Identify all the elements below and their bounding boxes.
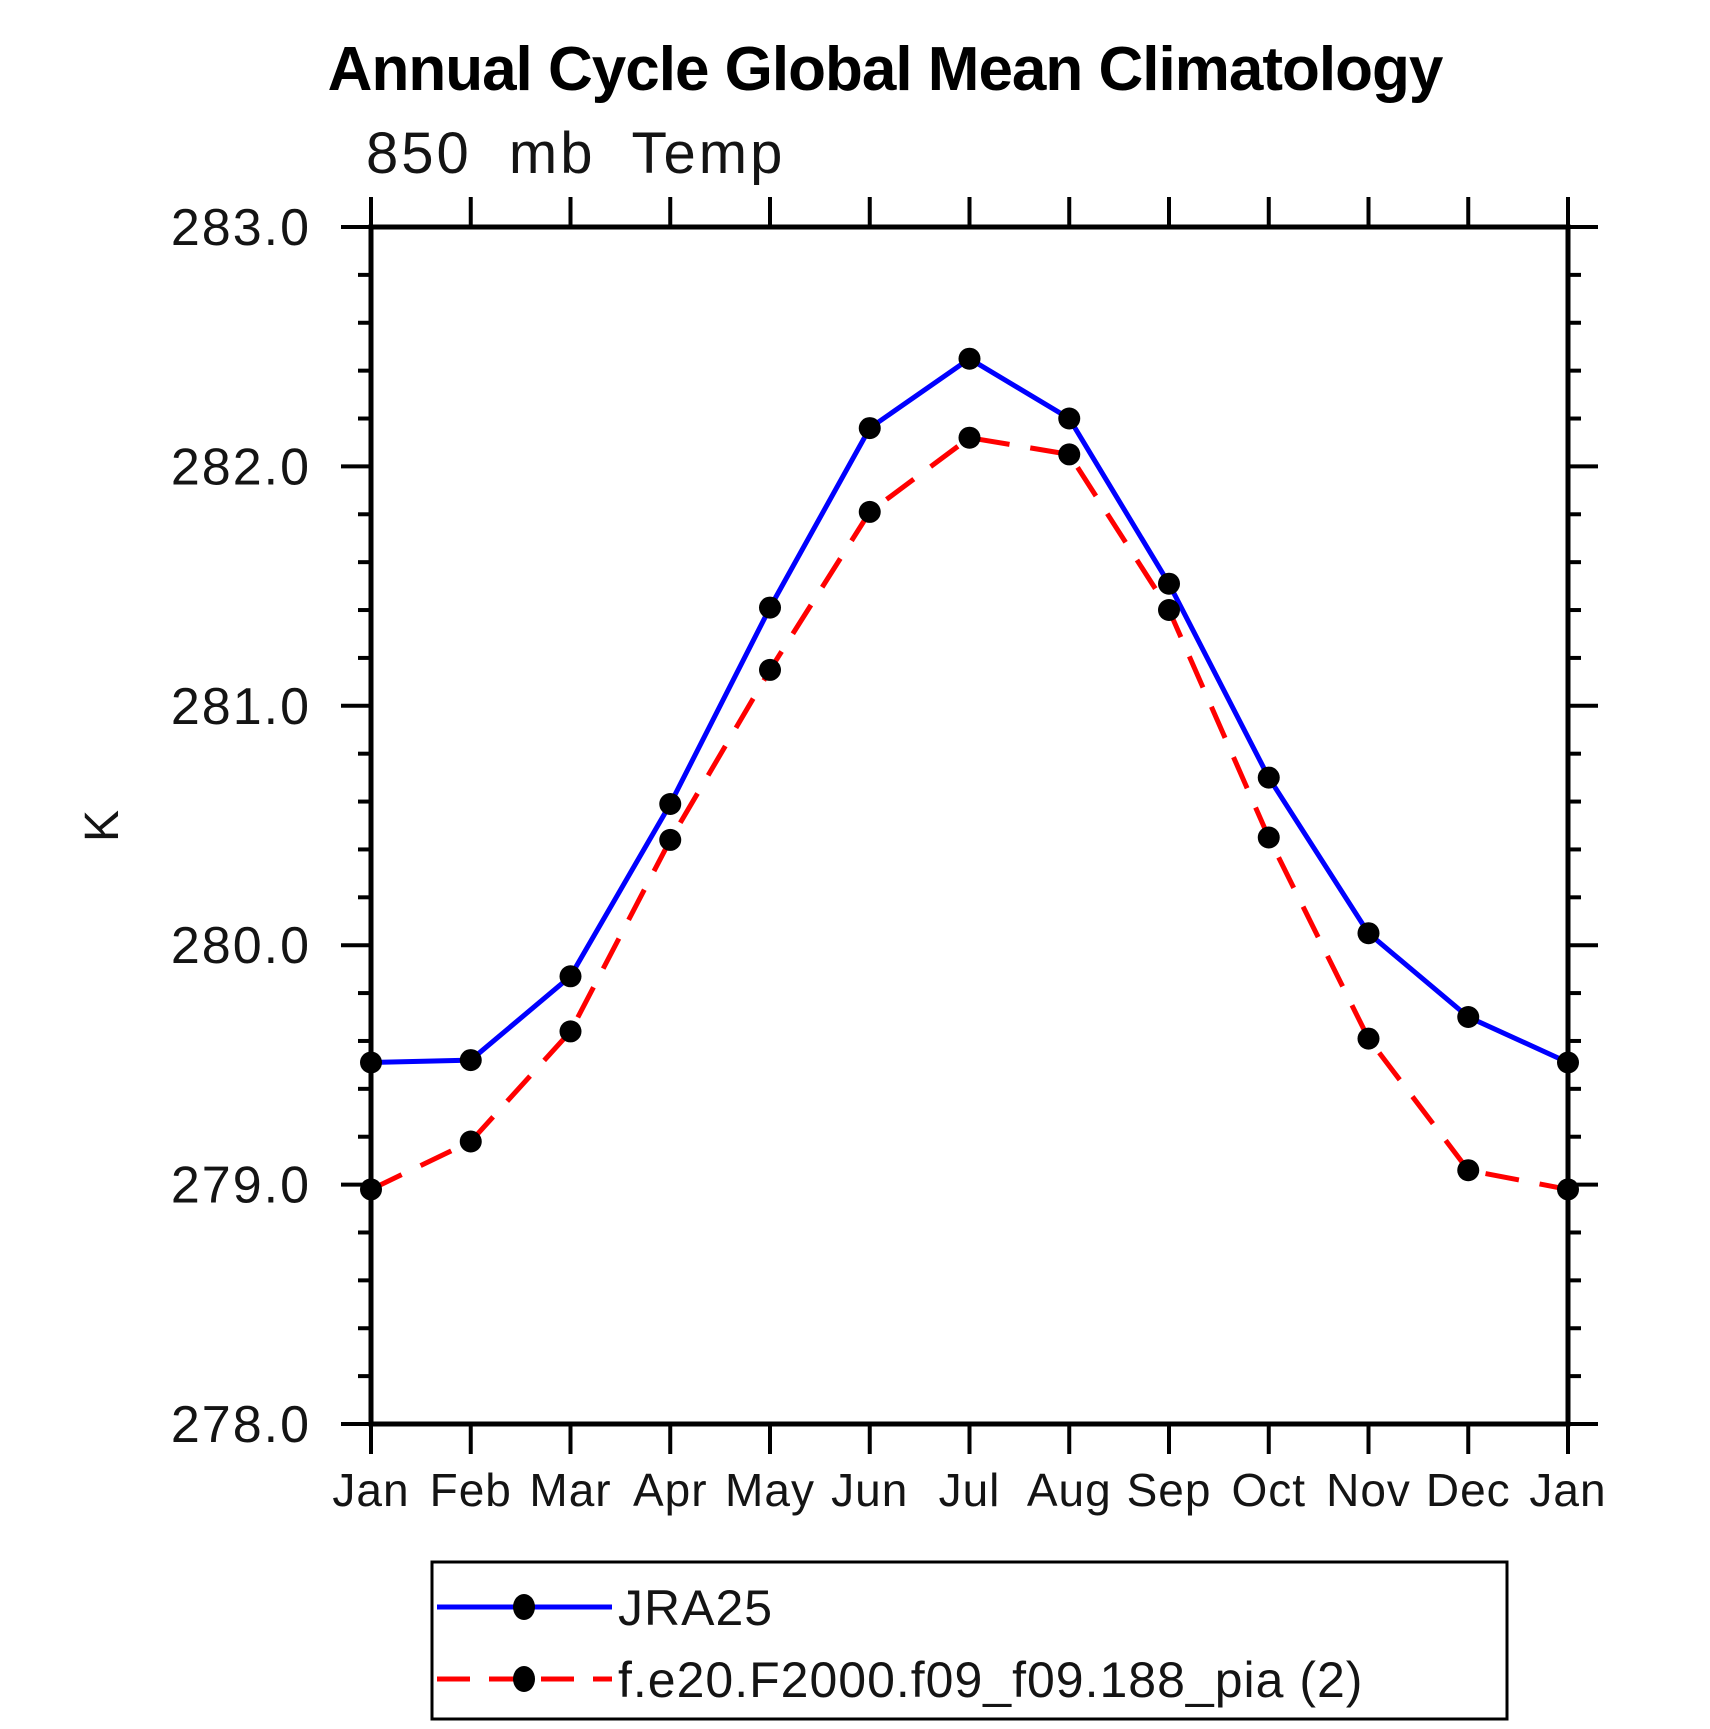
y-axis-label: 283.0 [171, 199, 311, 257]
x-axis-label: Sep [1127, 1464, 1212, 1516]
data-point-marker [1058, 443, 1081, 466]
x-axis-label: Jan [1529, 1464, 1606, 1516]
x-axis-label: Mar [529, 1464, 611, 1516]
y-axis-label: 279.0 [171, 1157, 311, 1215]
data-point-marker [360, 1178, 382, 1201]
data-point-marker [559, 965, 582, 988]
plot-frame [368, 224, 1571, 1427]
data-point-marker [1257, 826, 1280, 849]
data-point-marker [1158, 599, 1180, 621]
data-point-marker [759, 596, 781, 619]
x-axis-label: May [725, 1464, 815, 1516]
data-point-marker [858, 500, 881, 523]
series-line-model [369, 435, 1569, 1192]
data-point-marker [1257, 766, 1280, 789]
y-axis-label: 282.0 [171, 438, 311, 496]
data-point-marker [459, 1130, 482, 1153]
x-axis-label: Oct [1231, 1464, 1306, 1516]
data-point-marker [1557, 1178, 1579, 1201]
data-point-marker [1457, 1006, 1480, 1028]
data-point-marker [1457, 1159, 1480, 1182]
x-axis-label: Dec [1426, 1464, 1511, 1516]
legend-marker [513, 1666, 535, 1692]
x-axis-label: Jul [939, 1464, 1001, 1516]
data-point-marker [559, 1020, 582, 1043]
legend-label: JRA25 [618, 1580, 773, 1636]
x-axis-label: Apr [633, 1464, 708, 1516]
chart-title: Annual Cycle Global Mean Climatology [328, 35, 1444, 104]
data-point-marker [459, 1049, 482, 1072]
data-point-marker [659, 793, 682, 815]
y-axis-label: 281.0 [171, 678, 311, 736]
data-point-marker [958, 347, 981, 370]
y-axis-unit-label: K [76, 810, 129, 842]
x-axis-label: Feb [430, 1464, 512, 1516]
data-point-marker [360, 1051, 382, 1074]
y-axis-label: 278.0 [171, 1396, 311, 1454]
x-axis-label: Nov [1326, 1464, 1411, 1516]
x-axis-label: Jun [831, 1464, 908, 1516]
legend-marker [513, 1594, 535, 1620]
data-point-marker [1557, 1051, 1579, 1074]
legend-label: f.e20.F2000.f09_f09.188_pia (2) [618, 1652, 1363, 1708]
legend-box [430, 1560, 1509, 1721]
data-point-marker [1158, 572, 1180, 595]
x-axis-label: Jan [332, 1464, 409, 1516]
data-point-marker [1058, 407, 1081, 430]
data-point-marker [759, 658, 781, 681]
y-axis-label: 280.0 [171, 917, 311, 975]
plot-area: Jan Feb Mar Apr May Jun Jul Aug Sep Oct Nov Dec Jan 2… [171, 197, 1606, 1721]
series-line-jra25 [370, 355, 1570, 1065]
data-point-marker [1357, 1027, 1380, 1050]
data-point-marker [1357, 922, 1380, 945]
data-point-marker [858, 417, 881, 440]
chart-subtitle: 850 mb Temp [366, 121, 785, 186]
x-axis-label: Aug [1027, 1464, 1112, 1516]
data-point-marker [659, 828, 682, 851]
data-point-marker [958, 426, 981, 449]
